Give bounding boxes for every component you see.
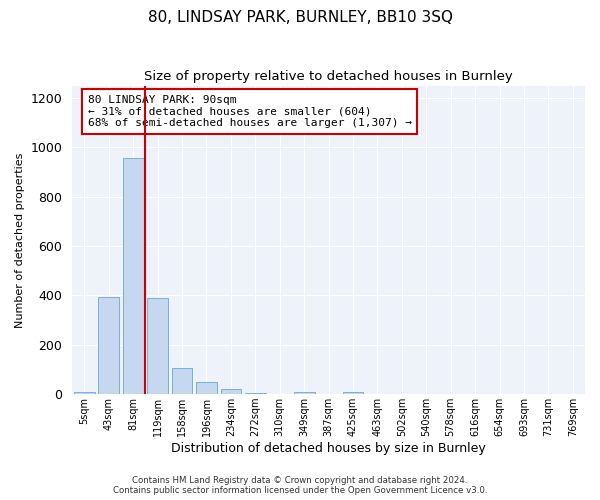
- Bar: [98, 296, 119, 394]
- Bar: [221, 388, 241, 394]
- Text: 80, LINDSAY PARK, BURNLEY, BB10 3SQ: 80, LINDSAY PARK, BURNLEY, BB10 3SQ: [148, 10, 452, 25]
- Bar: [74, 392, 95, 394]
- Bar: [245, 393, 266, 394]
- Bar: [147, 298, 168, 394]
- Title: Size of property relative to detached houses in Burnley: Size of property relative to detached ho…: [144, 70, 513, 83]
- Bar: [123, 158, 143, 394]
- Bar: [343, 392, 364, 394]
- Text: Contains HM Land Registry data © Crown copyright and database right 2024.
Contai: Contains HM Land Registry data © Crown c…: [113, 476, 487, 495]
- Text: 80 LINDSAY PARK: 90sqm
← 31% of detached houses are smaller (604)
68% of semi-de: 80 LINDSAY PARK: 90sqm ← 31% of detached…: [88, 95, 412, 128]
- Bar: [294, 392, 314, 394]
- Y-axis label: Number of detached properties: Number of detached properties: [15, 152, 25, 328]
- Bar: [196, 382, 217, 394]
- X-axis label: Distribution of detached houses by size in Burnley: Distribution of detached houses by size …: [171, 442, 486, 455]
- Bar: [172, 368, 193, 394]
